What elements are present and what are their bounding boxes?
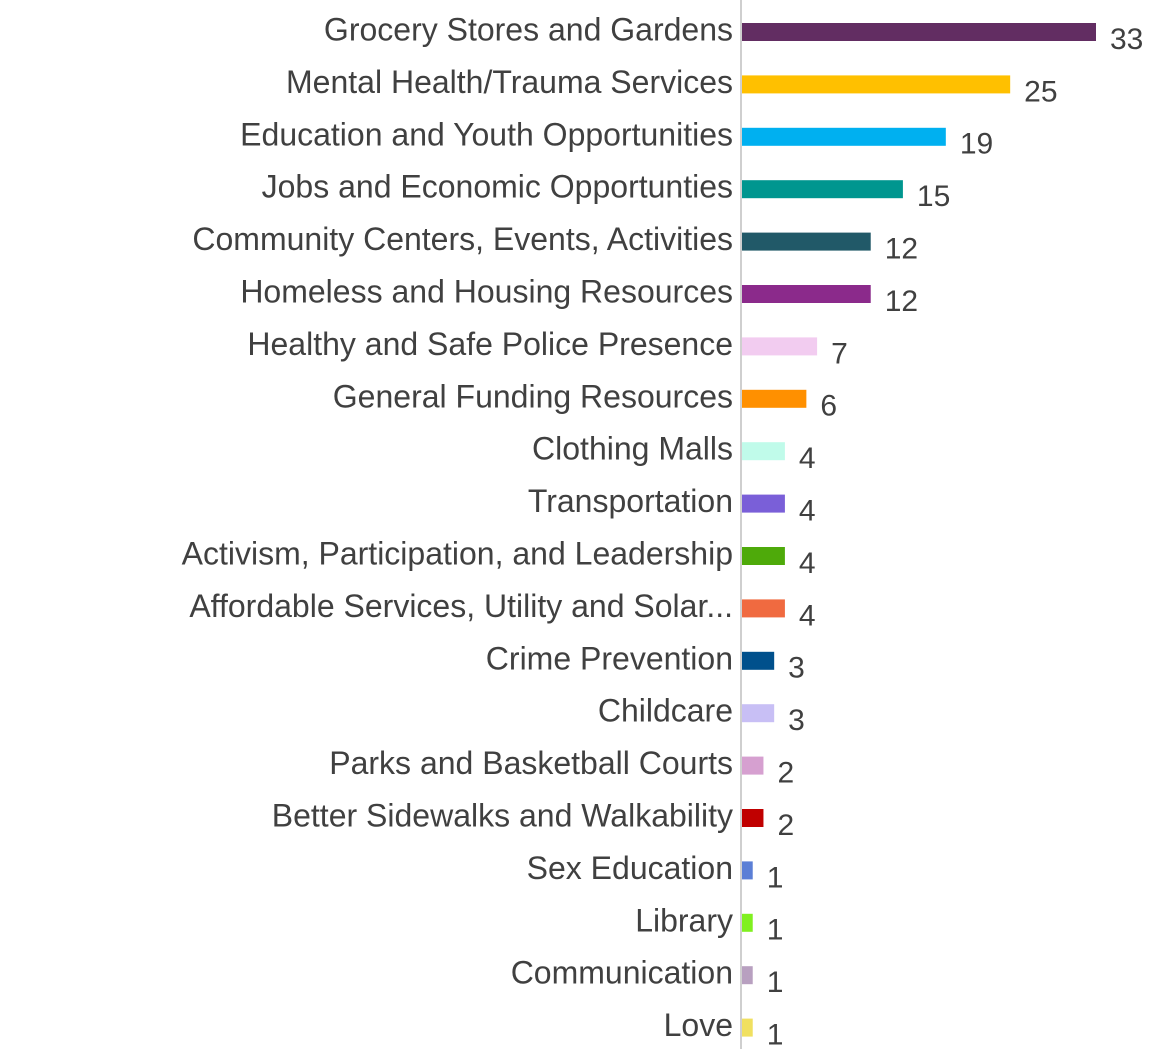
bar xyxy=(742,23,1096,41)
data-label: 3 xyxy=(788,652,805,685)
y-tick-label: Crime Prevention xyxy=(486,640,733,676)
bar xyxy=(742,913,753,932)
data-label: 33 xyxy=(1110,23,1143,56)
data-label: 4 xyxy=(799,547,816,580)
bar xyxy=(742,494,785,513)
data-label: 1 xyxy=(767,966,784,999)
y-tick-label: Grocery Stores and Gardens xyxy=(324,11,733,47)
y-tick-label: Love xyxy=(664,1007,733,1043)
data-label: 7 xyxy=(831,337,848,370)
y-tick-label: Community Centers, Events, Activities xyxy=(192,221,733,257)
bar xyxy=(742,704,775,723)
bar xyxy=(742,1018,753,1037)
bar xyxy=(742,337,818,356)
bar xyxy=(742,389,807,408)
data-label: 4 xyxy=(799,442,816,475)
bar xyxy=(742,861,753,880)
data-label: 2 xyxy=(777,809,794,842)
bar xyxy=(742,547,785,565)
y-tick-label: Childcare xyxy=(598,693,733,729)
bar xyxy=(742,966,753,985)
bar xyxy=(742,756,764,775)
bar xyxy=(742,232,871,251)
data-label: 2 xyxy=(777,757,794,790)
y-tick-label: Activism, Participation, and Leadership xyxy=(182,535,733,571)
bar xyxy=(742,809,764,827)
bar xyxy=(742,599,785,618)
y-tick-label: Library xyxy=(635,902,733,938)
data-label: 1 xyxy=(767,861,784,894)
data-label: 6 xyxy=(820,390,837,423)
y-tick-label: General Funding Resources xyxy=(333,378,733,414)
y-tick-label: Homeless and Housing Resources xyxy=(240,273,733,309)
bar xyxy=(742,651,775,670)
y-tick-label: Affordable Services, Utility and Solar..… xyxy=(189,588,733,624)
y-tick-label: Sex Education xyxy=(527,850,733,886)
y-tick-label: Communication xyxy=(511,955,733,991)
y-tick-label: Clothing Malls xyxy=(532,431,733,467)
data-label: 15 xyxy=(917,180,950,213)
data-label: 4 xyxy=(799,495,816,528)
data-label: 1 xyxy=(767,1019,784,1049)
data-label: 4 xyxy=(799,599,816,632)
y-tick-label: Jobs and Economic Opportunties xyxy=(262,169,733,205)
bar xyxy=(742,285,871,303)
y-tick-label: Healthy and Safe Police Presence xyxy=(247,326,733,362)
bar xyxy=(742,75,1011,94)
y-tick-label: Mental Health/Trauma Services xyxy=(286,64,733,100)
y-tick-label: Education and Youth Opportunities xyxy=(240,116,733,152)
y-tick-label: Parks and Basketball Courts xyxy=(329,745,733,781)
data-label: 12 xyxy=(885,285,918,318)
y-tick-label: Better Sidewalks and Walkability xyxy=(272,797,733,833)
bar xyxy=(742,180,903,199)
bar xyxy=(742,127,946,146)
data-label: 19 xyxy=(960,128,993,161)
data-label: 3 xyxy=(788,704,805,737)
bar xyxy=(742,442,785,461)
data-label: 25 xyxy=(1024,75,1057,108)
y-tick-label: Transportation xyxy=(528,483,733,519)
data-label: 12 xyxy=(885,233,918,266)
data-label: 1 xyxy=(767,914,784,947)
